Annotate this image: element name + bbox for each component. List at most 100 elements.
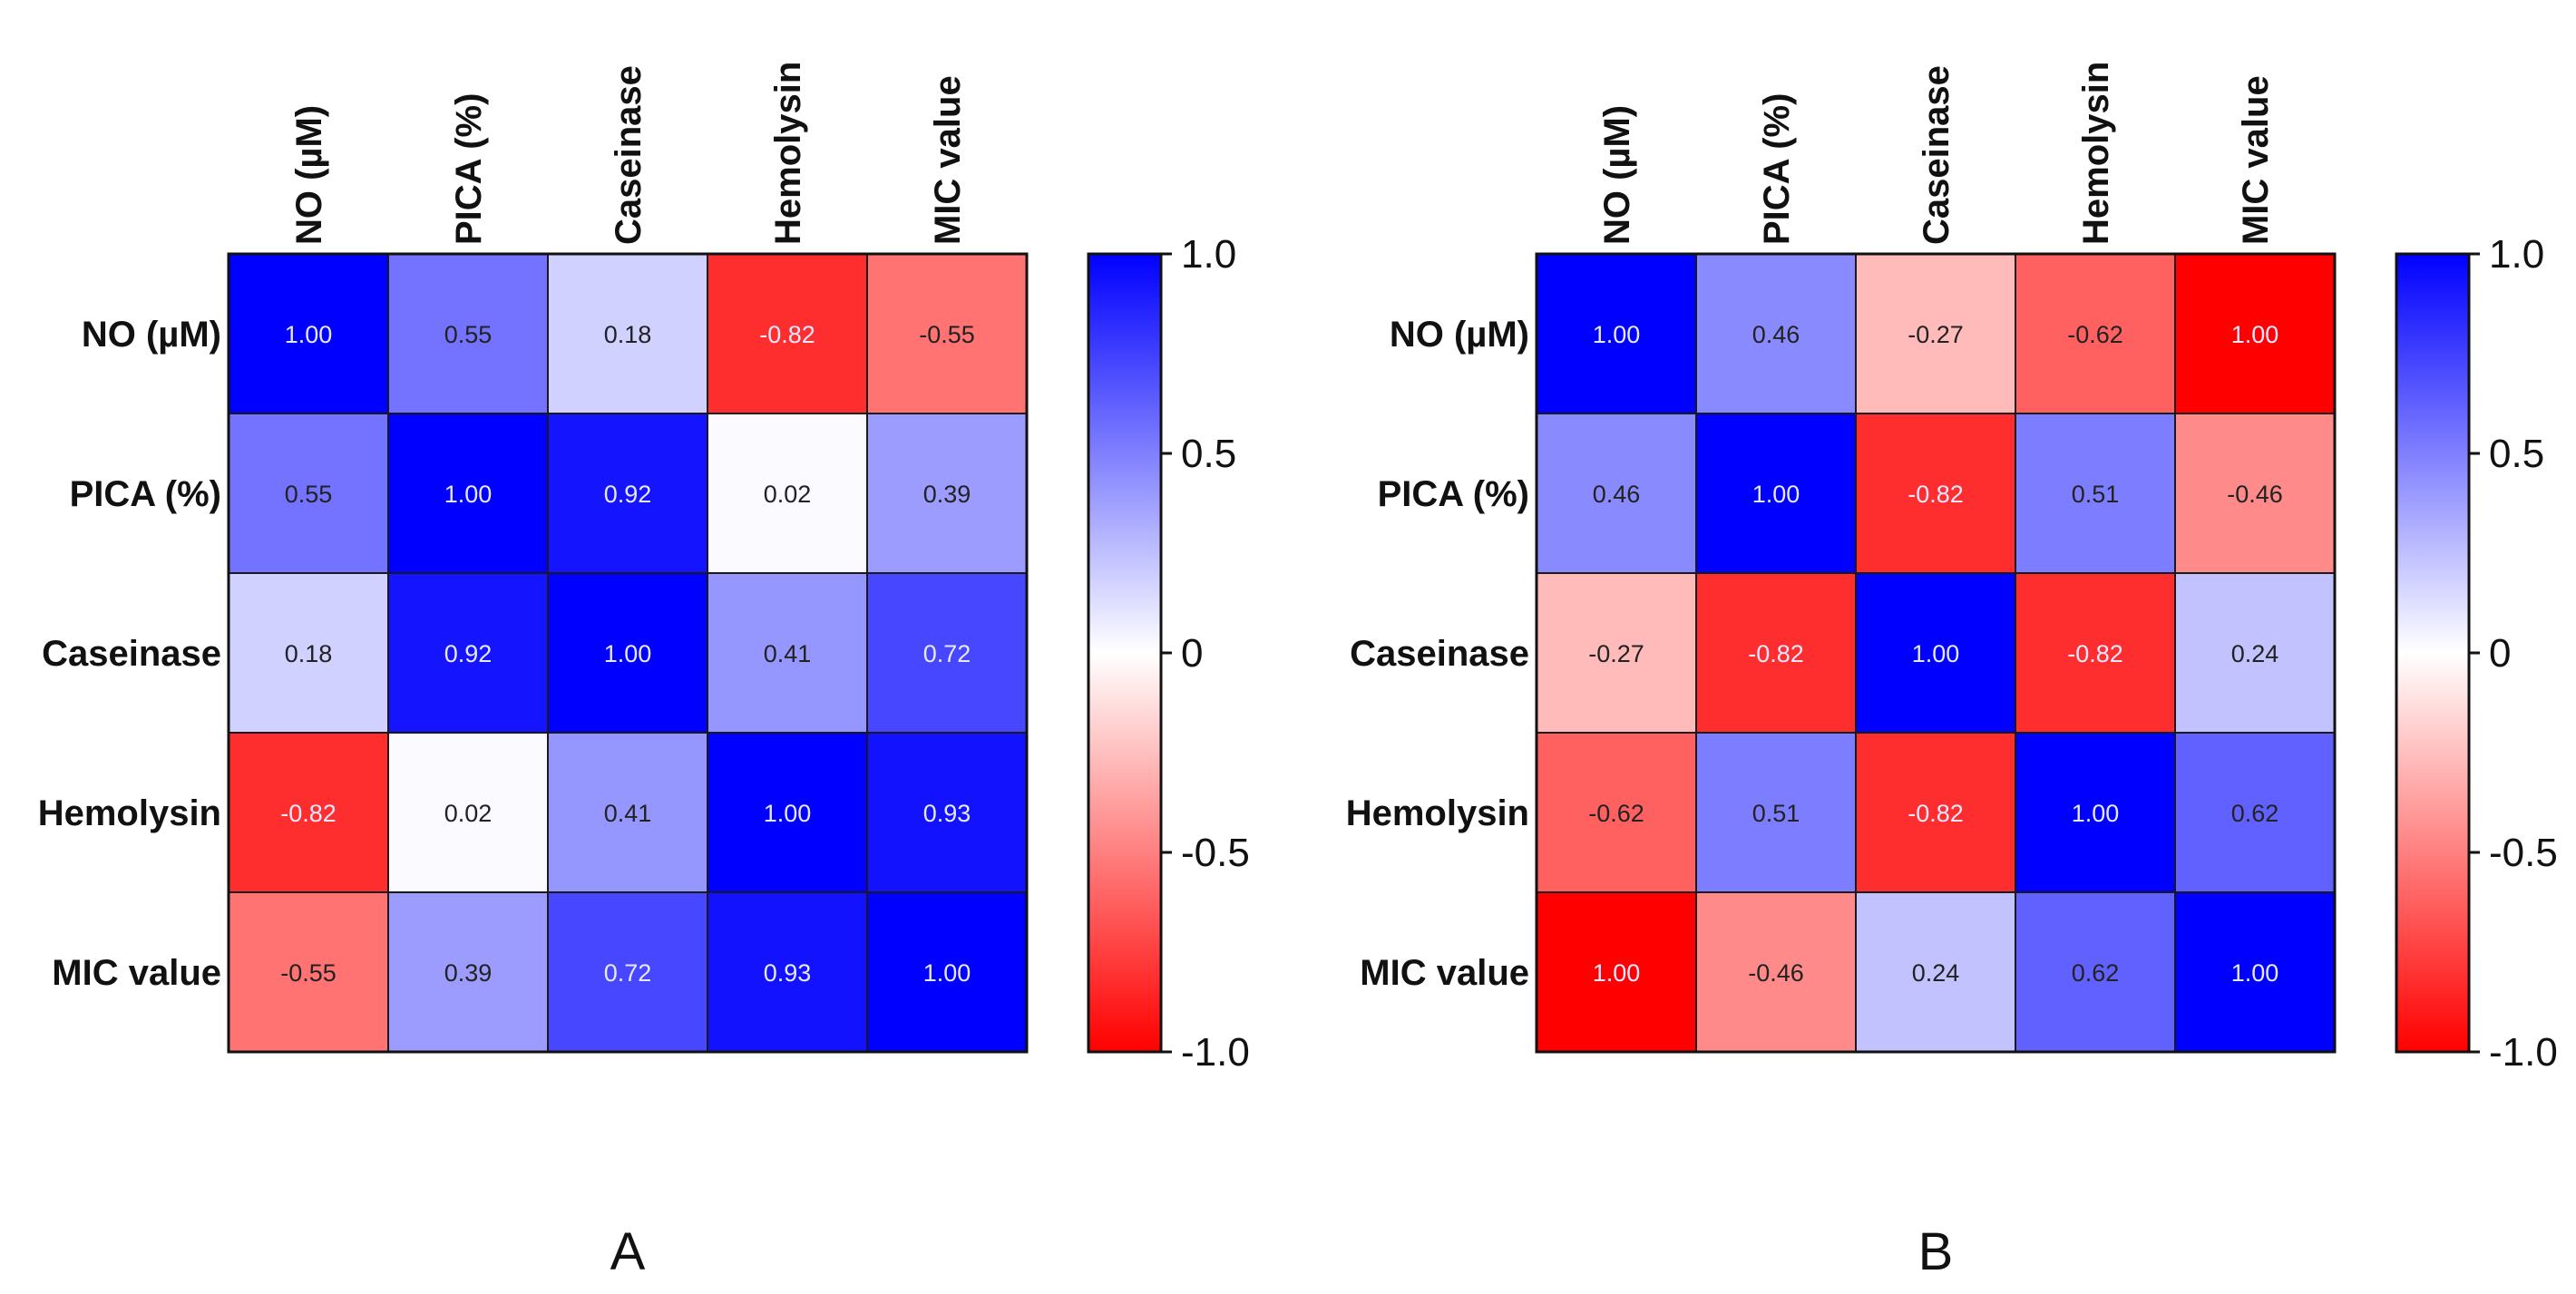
- colorbar-tick-label: -0.5: [1181, 831, 1250, 875]
- heatmap-cell: [2015, 891, 2176, 1053]
- heatmap-cell: [1855, 732, 2016, 893]
- heatmap-cell: [547, 572, 708, 734]
- cell-value-label: 0.62: [2072, 959, 2120, 987]
- cell-value-label: 1.00: [1752, 481, 1800, 508]
- cell-value-label: 0.18: [604, 321, 652, 348]
- heatmap-cell: [866, 732, 1028, 893]
- row-label: PICA (%): [70, 474, 221, 514]
- row-label: MIC value: [52, 953, 221, 993]
- colorbar: [1087, 252, 1163, 1054]
- heatmap-cell: [866, 413, 1028, 574]
- cell-value-label: 0.72: [604, 959, 652, 987]
- heatmap-cell: [1695, 891, 1857, 1053]
- heatmap-cell: [2174, 891, 2336, 1053]
- cell-value-label: 0.41: [604, 800, 652, 827]
- row-label: Caseinase: [42, 634, 221, 674]
- colorbar: [2395, 252, 2471, 1054]
- cell-value-label: 0.92: [604, 481, 652, 508]
- cell-value-label: 1.00: [604, 640, 652, 667]
- heatmap-cell: [707, 732, 868, 893]
- cell-value-label: -0.46: [1748, 959, 1804, 987]
- row-label: NO (µM): [82, 315, 221, 355]
- heatmap-border: [227, 252, 1029, 1054]
- cell-value-label: 0.24: [2231, 640, 2279, 667]
- colorbar-tick-label: -1.0: [1181, 1030, 1250, 1075]
- cell-value-label: -0.82: [1908, 481, 1964, 508]
- heatmap-cell: [2174, 253, 2336, 414]
- heatmap-cell: [2015, 732, 2176, 893]
- heatmap-cell: [2174, 732, 2336, 893]
- heatmap-cell: [387, 891, 549, 1053]
- colorbar-tick-label: 0.5: [1181, 432, 1236, 476]
- heatmap-cell: [866, 891, 1028, 1053]
- cell-value-label: 1.00: [1912, 640, 1960, 667]
- cell-value-label: 0.46: [1593, 481, 1641, 508]
- heatmap-cell: [228, 253, 389, 414]
- cell-value-label: -0.62: [2067, 321, 2123, 348]
- cell-value-label: 0.62: [2231, 800, 2279, 827]
- heatmap-cell: [1695, 413, 1857, 574]
- row-label: NO (µM): [1390, 315, 1529, 355]
- row-label: Hemolysin: [38, 793, 221, 833]
- cell-value-label: 1.00: [923, 959, 971, 987]
- heatmap-cell: [228, 413, 389, 574]
- cell-value-label: -0.82: [2067, 640, 2123, 667]
- cell-value-label: 0.02: [444, 800, 493, 827]
- heatmap-cell: [866, 253, 1028, 414]
- colorbar-tick-label: -0.5: [2489, 831, 2558, 875]
- cell-value-label: -0.27: [1588, 640, 1644, 667]
- heatmap-cell: [866, 572, 1028, 734]
- heatmap-cell: [387, 732, 549, 893]
- column-label: Caseinase: [609, 65, 649, 245]
- column-label: PICA (%): [1757, 93, 1797, 245]
- heatmap-border: [1535, 252, 2337, 1054]
- heatmap-cell: [2015, 413, 2176, 574]
- cell-value-label: 1.00: [444, 481, 493, 508]
- cell-value-label: -0.55: [919, 321, 975, 348]
- heatmap-cell: [2174, 572, 2336, 734]
- cell-value-label: 0.18: [285, 640, 333, 667]
- cell-value-label: 1.00: [764, 800, 812, 827]
- column-label: NO (µM): [1597, 105, 1637, 245]
- cell-value-label: 0.93: [923, 800, 971, 827]
- heatmap-cell: [387, 253, 549, 414]
- cell-value-label: 1.00: [2231, 321, 2279, 348]
- cell-value-label: 0.24: [1912, 959, 1960, 987]
- row-label: Caseinase: [1350, 634, 1529, 674]
- column-label: Hemolysin: [2076, 62, 2116, 245]
- cell-value-label: -0.46: [2227, 481, 2283, 508]
- cell-value-label: 1.00: [285, 321, 333, 348]
- cell-value-label: 0.51: [1752, 800, 1800, 827]
- cell-value-label: 1.00: [1593, 959, 1641, 987]
- cell-value-label: 1.00: [2072, 800, 2120, 827]
- colorbar-tick-label: 1.0: [2489, 232, 2544, 277]
- cell-value-label: 0.39: [923, 481, 971, 508]
- column-label: MIC value: [928, 75, 968, 245]
- row-label: Hemolysin: [1346, 793, 1529, 833]
- colorbar-tick-label: 0: [2489, 631, 2511, 676]
- cell-value-label: -0.62: [1588, 800, 1644, 827]
- cell-value-label: -0.82: [280, 800, 337, 827]
- colorbar-tick-label: 1.0: [1181, 232, 1236, 277]
- heatmap-cell: [1536, 253, 1697, 414]
- cell-value-label: 0.72: [923, 640, 971, 667]
- heatmap-cell: [547, 732, 708, 893]
- cell-value-label: 0.02: [764, 481, 812, 508]
- cell-value-label: 1.00: [2231, 959, 2279, 987]
- cell-value-label: 1.00: [1593, 321, 1641, 348]
- cell-value-label: 0.39: [444, 959, 493, 987]
- heatmap-cell: [387, 572, 549, 734]
- heatmap-cell: [547, 413, 708, 574]
- column-label: NO (µM): [289, 105, 329, 245]
- cell-value-label: 0.41: [764, 640, 812, 667]
- heatmap-cell: [1695, 572, 1857, 734]
- column-label: Hemolysin: [768, 62, 808, 245]
- cell-value-label: 0.92: [444, 640, 493, 667]
- cell-value-label: 0.55: [285, 481, 333, 508]
- cell-value-label: -0.55: [280, 959, 337, 987]
- column-label: MIC value: [2236, 75, 2276, 245]
- heatmap-cell: [2174, 413, 2336, 574]
- panel-label-b: B: [1918, 1222, 1954, 1281]
- heatmap-panel-a: 1.00 0.55 0.18 -0.82 -0.550.55 1.00 0.92 0.02 0.…: [38, 62, 1250, 1281]
